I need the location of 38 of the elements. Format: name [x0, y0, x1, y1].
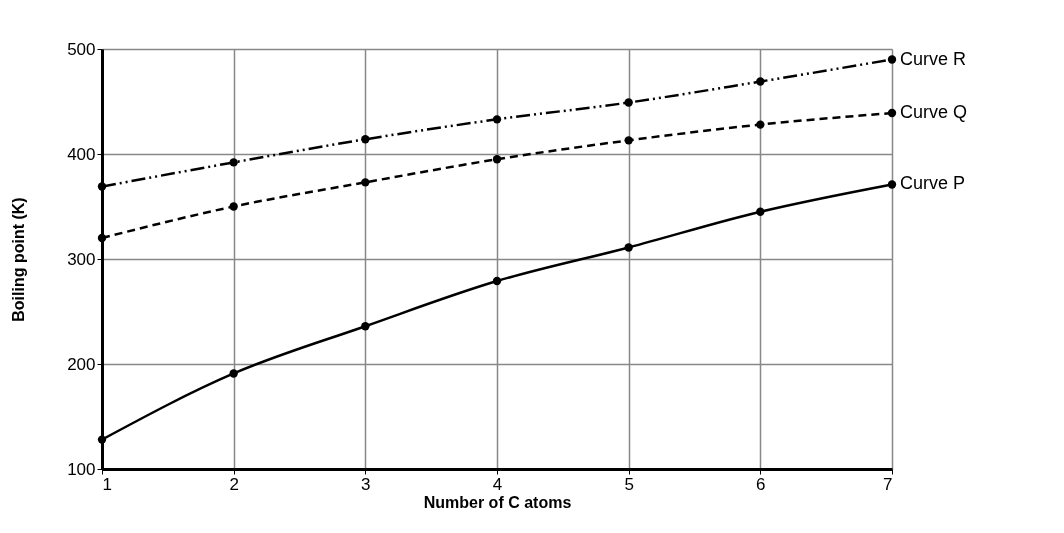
point [887, 108, 897, 118]
y-tick-label: 500 [67, 39, 96, 59]
x-tick-label: 7 [883, 474, 893, 494]
y-tick-label: 200 [67, 354, 96, 374]
point [624, 243, 633, 252]
point [492, 155, 502, 164]
x-tick-label: 4 [492, 474, 503, 494]
point [756, 207, 765, 216]
point [97, 233, 107, 243]
x-tick-label: 6 [756, 474, 766, 494]
x-tick-label: 2 [229, 474, 239, 494]
point [361, 322, 370, 331]
x-axis-title: Number of C atoms [423, 493, 572, 511]
series-label: Curve P [900, 173, 966, 194]
x-tick-label: 5 [624, 474, 634, 494]
y-tick-label: 300 [67, 249, 96, 269]
point [492, 276, 502, 286]
y-tick-label: 400 [67, 144, 96, 164]
point [361, 178, 370, 187]
point [229, 369, 238, 378]
x-tick-label: 3 [361, 474, 371, 494]
point [887, 180, 897, 189]
y-axis-title: Boiling point (K) [10, 197, 28, 322]
point [97, 435, 107, 444]
point [887, 55, 897, 64]
point [97, 182, 107, 191]
point [229, 158, 238, 167]
point [756, 120, 765, 129]
x-tick-label: 1 [102, 474, 112, 494]
point [229, 202, 238, 211]
point [624, 98, 633, 107]
series-label: Curve Q [900, 102, 968, 123]
y-tick-label: 100 [67, 459, 96, 479]
point [624, 136, 633, 145]
point [361, 135, 370, 144]
point [492, 115, 502, 124]
point [756, 77, 765, 86]
series-label: Curve R [900, 48, 967, 69]
